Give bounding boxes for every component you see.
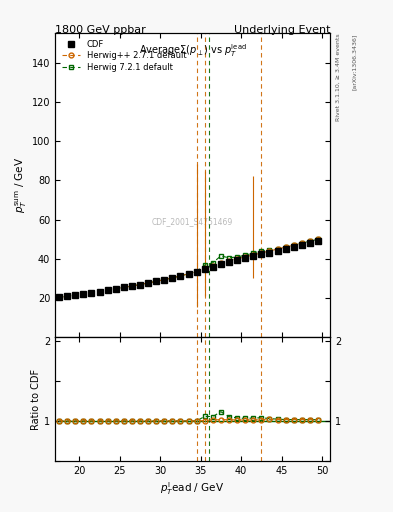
Text: [arXiv:1306.3436]: [arXiv:1306.3436] xyxy=(352,33,357,90)
Text: Average$\Sigma(p_\perp)$ vs $p_T^\mathrm{lead}$: Average$\Sigma(p_\perp)$ vs $p_T^\mathrm… xyxy=(139,42,246,59)
X-axis label: $p_T^\mathrm{l}$ead / GeV: $p_T^\mathrm{l}$ead / GeV xyxy=(160,480,225,497)
Y-axis label: Ratio to CDF: Ratio to CDF xyxy=(31,369,41,430)
Legend: CDF, Herwig++ 2.7.1 default, Herwig 7.2.1 default: CDF, Herwig++ 2.7.1 default, Herwig 7.2.… xyxy=(59,37,189,74)
Text: 1800 GeV ppbar: 1800 GeV ppbar xyxy=(55,25,146,35)
Text: Underlying Event: Underlying Event xyxy=(233,25,330,35)
Text: CDF_2001_S4751469: CDF_2001_S4751469 xyxy=(152,217,233,226)
Text: Rivet 3.1.10, ≥ 3.4M events: Rivet 3.1.10, ≥ 3.4M events xyxy=(336,33,341,121)
Y-axis label: $p_T^\mathrm{sum}$ / GeV: $p_T^\mathrm{sum}$ / GeV xyxy=(13,157,29,214)
